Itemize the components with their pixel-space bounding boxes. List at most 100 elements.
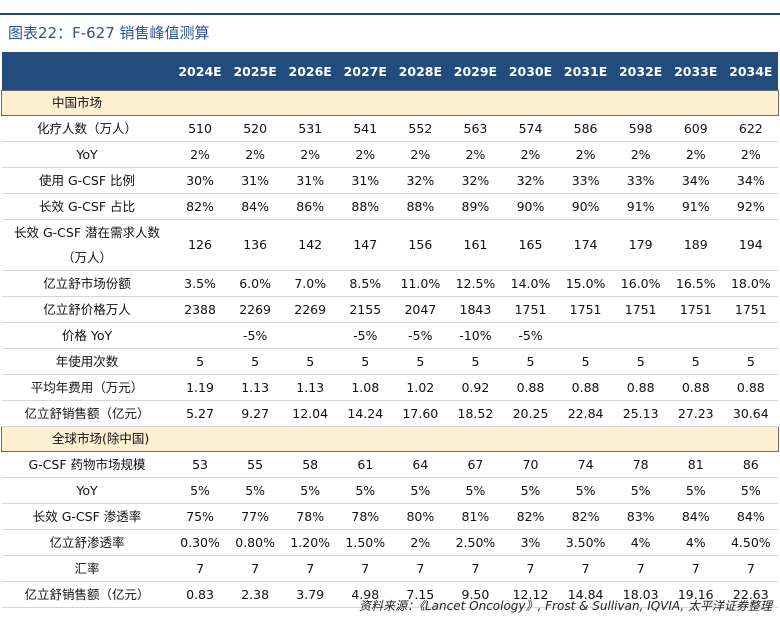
cell: 1.13 (282, 374, 338, 401)
cell: 22.84 (558, 400, 614, 427)
cell: 0.88 (502, 374, 559, 401)
cell: 3.79 (282, 581, 338, 608)
cell: 0.92 (447, 374, 503, 401)
cell: 80% (392, 503, 448, 530)
row-label: 亿立舒市场份额 (1, 270, 173, 297)
cell: 5 (282, 348, 338, 375)
header-cell: 2025E (227, 52, 283, 91)
cell: 126 (172, 219, 228, 271)
data-row: 亿立舒价格万人 2388 2269 2269 2155 2047 1843 1751 1751 1… (1, 296, 779, 323)
cell: 15.0% (558, 270, 614, 297)
cell: 552 (392, 115, 448, 142)
row-label: 平均年费用（万元） (1, 374, 173, 401)
cell: 90% (502, 193, 559, 220)
cell: 2% (392, 529, 448, 556)
data-row: 亿立舒销售额（亿元） 5.27 9.27 12.04 14.24 17.60 18.52 20… (1, 400, 779, 427)
cell: 7 (502, 555, 559, 582)
data-row: 亿立舒市场份额 3.5% 6.0% 7.0% 8.5% 11.0% 12.5% 14.0% 15… (1, 270, 779, 297)
cell: 7 (558, 555, 614, 582)
cell: 2% (613, 141, 669, 168)
cell: 563 (447, 115, 503, 142)
cell: 2269 (282, 296, 338, 323)
cell: 2% (227, 141, 283, 168)
cell (282, 322, 338, 349)
data-row: 亿立舒渗透率 0.30% 0.80% 1.20% 1.50% 2% 2.50% 3% 3.50%… (1, 529, 779, 556)
row-label: 价格 YoY (1, 322, 173, 349)
cell: 7 (447, 555, 503, 582)
cell: 5 (447, 348, 503, 375)
cell: 5% (392, 477, 448, 504)
cell: 5% (668, 477, 724, 504)
cell: 4.98 (337, 581, 393, 608)
cell: 83% (613, 503, 669, 530)
cell: 81 (668, 451, 724, 478)
cell (558, 322, 614, 349)
cell: -5% (392, 322, 448, 349)
row-label: 亿立舒渗透率 (1, 529, 173, 556)
cell: 7.15 (392, 581, 448, 608)
cell: 0.83 (172, 581, 228, 608)
cell: 586 (558, 115, 614, 142)
cell: 18.0% (723, 270, 779, 297)
cell: 34% (668, 167, 724, 194)
cell: 33% (613, 167, 669, 194)
cell: 4.50% (723, 529, 779, 556)
cell: 6.0% (227, 270, 283, 297)
cell: 2% (337, 141, 393, 168)
cell: 622 (723, 115, 779, 142)
cell: 1751 (558, 296, 614, 323)
cell: 84% (723, 503, 779, 530)
cell: 31% (282, 167, 338, 194)
cell: 5% (282, 477, 338, 504)
cell: 2% (558, 141, 614, 168)
cell: 5 (613, 348, 669, 375)
row-label: G-CSF 药物市场规模 (1, 451, 173, 478)
cell: 91% (668, 193, 724, 220)
cell: 5% (172, 477, 228, 504)
cell: -5% (227, 322, 283, 349)
cell: 510 (172, 115, 228, 142)
cell: 5 (392, 348, 448, 375)
cell: 12.04 (282, 400, 338, 427)
cell: 2269 (227, 296, 283, 323)
cell: 2% (502, 141, 559, 168)
cell: 5 (558, 348, 614, 375)
cell: 22.63 (723, 581, 779, 608)
data-row: 长效 G-CSF 潜在需求人数（万人） 126 136 142 147 156 161 165… (1, 219, 779, 271)
cell: 520 (227, 115, 283, 142)
cell: 5 (172, 348, 228, 375)
cell: 32% (447, 167, 503, 194)
cell: 91% (613, 193, 669, 220)
header-row: 2024E 2025E 2026E 2027E 2028E 2029E 2030E 2031E… (1, 52, 779, 91)
cell: 55 (227, 451, 283, 478)
cell: 17.60 (392, 400, 448, 427)
cell: 1.50% (337, 529, 393, 556)
data-row: 化疗人数（万人） 510 520 531 541 552 563 574 586 598 609 62… (1, 115, 779, 142)
cell: 27.23 (668, 400, 724, 427)
source: 资料来源：《Lancet Oncology》, Frost & Sullivan… (359, 599, 772, 613)
cell: 4% (668, 529, 724, 556)
cell: 67 (447, 451, 503, 478)
data-row: 长效 G-CSF 占比 82% 84% 86% 88% 88% 89% 90% 90% 91% 91… (1, 193, 779, 220)
cell: 1751 (723, 296, 779, 323)
cell: 5% (613, 477, 669, 504)
cell: 2047 (392, 296, 448, 323)
cell: 82% (502, 503, 559, 530)
cell: 2% (723, 141, 779, 168)
cell: 78% (337, 503, 393, 530)
cell: 84% (668, 503, 724, 530)
cell: 574 (502, 115, 559, 142)
cell: 5% (558, 477, 614, 504)
cell: 7 (668, 555, 724, 582)
header-cell: 2032E (613, 52, 669, 91)
cell: 7 (172, 555, 228, 582)
cell: 147 (337, 219, 393, 271)
row-label: 长效 G-CSF 占比 (1, 193, 173, 220)
cell: 0.88 (558, 374, 614, 401)
cell: 5.27 (172, 400, 228, 427)
cell: 88% (337, 193, 393, 220)
cell: 5% (502, 477, 559, 504)
header-cell: 2030E (502, 52, 559, 91)
data-row: 汇率 7 7 7 7 7 7 7 7 7 7 7 (1, 555, 779, 582)
cell: 2.38 (227, 581, 283, 608)
